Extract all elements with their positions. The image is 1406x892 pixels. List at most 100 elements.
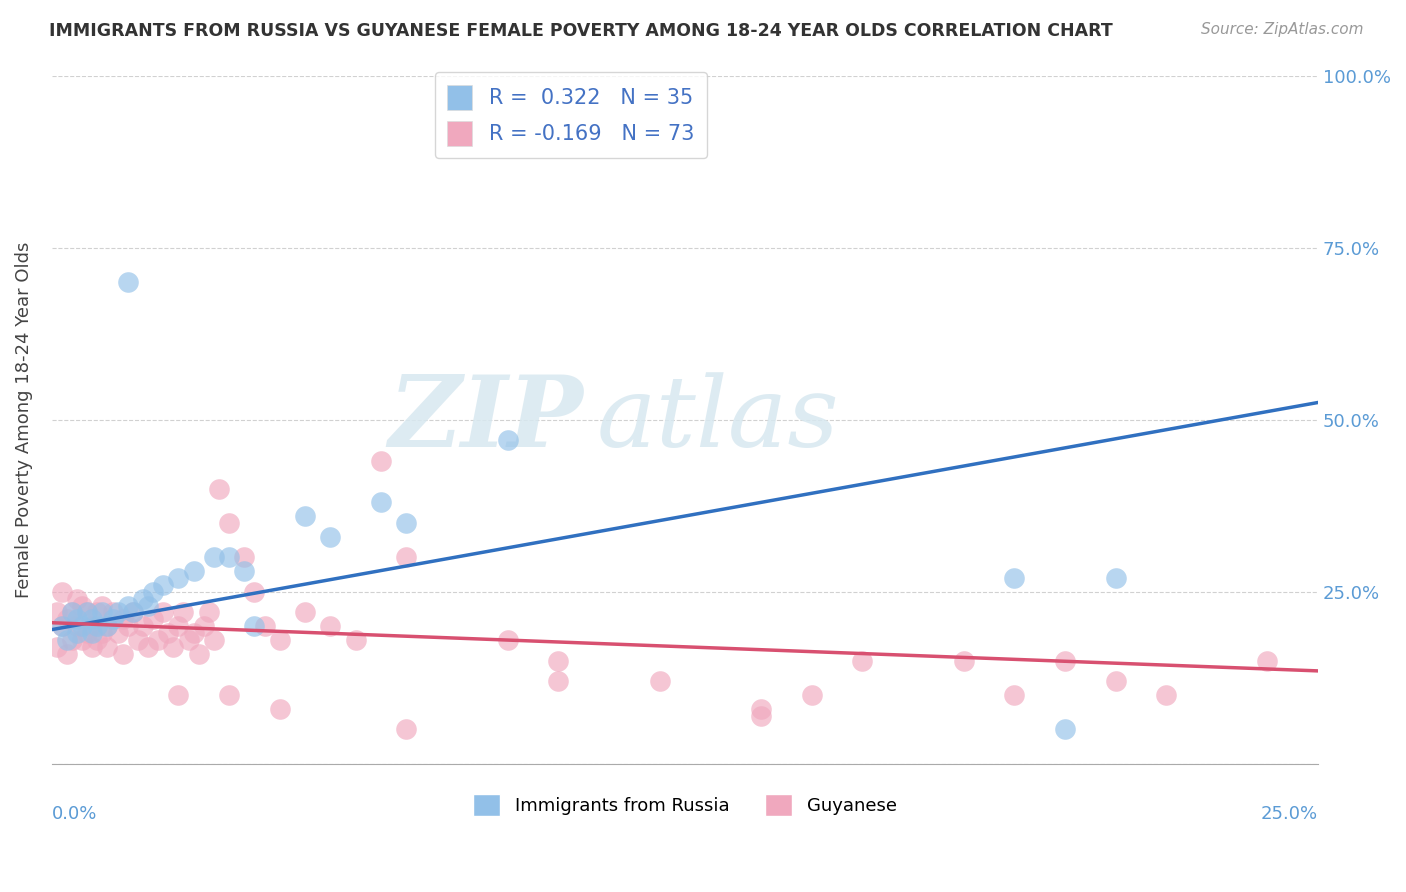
Point [193,619,215,633]
Point [547,654,569,668]
Point [121,606,143,620]
Point [66,619,89,633]
Point [851,654,873,668]
Point [208,482,231,496]
Point [167,619,190,633]
Point [101,606,124,620]
Point [496,632,519,647]
Point [117,619,139,633]
Point [1002,688,1025,702]
Point [45,606,67,620]
Point [319,619,342,633]
Point [202,632,225,647]
Point [56,647,79,661]
Point [142,584,165,599]
Point [202,550,225,565]
Point [157,626,180,640]
Point [218,688,240,702]
Point [344,632,367,647]
Point [1002,571,1025,585]
Point [167,688,190,702]
Point [82,640,104,654]
Point [111,647,134,661]
Point [1104,674,1126,689]
Point [1256,654,1278,668]
Point [167,571,190,585]
Point [76,606,98,620]
Point [294,509,316,524]
Point [269,632,291,647]
Point [162,640,184,654]
Point [96,619,118,633]
Point [82,612,104,626]
Text: Source: ZipAtlas.com: Source: ZipAtlas.com [1201,22,1364,37]
Point [395,550,418,565]
Point [117,599,139,613]
Point [107,606,129,620]
Point [51,584,73,599]
Point [370,495,392,509]
Y-axis label: Female Poverty Among 18-24 Year Olds: Female Poverty Among 18-24 Year Olds [15,242,32,598]
Point [648,674,671,689]
Point [111,612,134,626]
Point [121,606,143,620]
Point [218,516,240,530]
Text: IMMIGRANTS FROM RUSSIA VS GUYANESE FEMALE POVERTY AMONG 18-24 YEAR OLDS CORRELAT: IMMIGRANTS FROM RUSSIA VS GUYANESE FEMAL… [49,22,1114,40]
Point [60,606,83,620]
Point [1104,571,1126,585]
Point [86,619,108,633]
Point [86,606,108,620]
Point [127,632,149,647]
Point [51,619,73,633]
Point [132,619,155,633]
Point [496,434,519,448]
Point [101,612,124,626]
Point [253,619,276,633]
Point [187,647,209,661]
Point [152,606,174,620]
Point [152,578,174,592]
Point [56,632,79,647]
Text: 0.0%: 0.0% [52,805,97,823]
Text: 25.0%: 25.0% [1261,805,1319,823]
Point [1053,654,1076,668]
Point [132,591,155,606]
Point [395,723,418,737]
Point [1154,688,1177,702]
Point [91,626,114,640]
Point [82,626,104,640]
Point [66,626,89,640]
Point [91,599,114,613]
Point [370,454,392,468]
Point [177,632,200,647]
Point [96,640,118,654]
Point [66,612,89,626]
Point [800,688,823,702]
Point [66,591,89,606]
Point [218,550,240,565]
Point [243,619,266,633]
Point [233,550,256,565]
Point [172,606,194,620]
Point [45,640,67,654]
Point [60,606,83,620]
Point [269,702,291,716]
Text: ZIP: ZIP [388,371,583,468]
Point [107,626,129,640]
Point [86,632,108,647]
Point [183,626,205,640]
Point [547,674,569,689]
Point [76,606,98,620]
Point [243,584,266,599]
Point [395,516,418,530]
Point [136,599,159,613]
Point [51,619,73,633]
Point [136,640,159,654]
Point [70,599,93,613]
Point [60,632,83,647]
Point [146,632,169,647]
Point [56,612,79,626]
Point [96,619,118,633]
Point [749,708,772,723]
Legend: Immigrants from Russia, Guyanese: Immigrants from Russia, Guyanese [465,787,904,823]
